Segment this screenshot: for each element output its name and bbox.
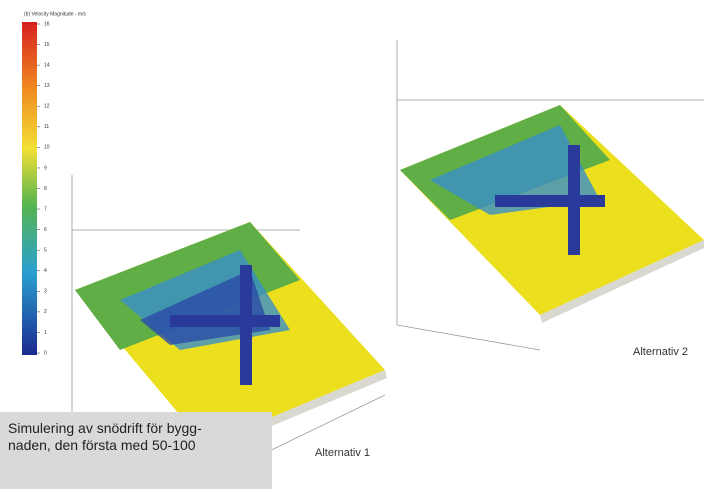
colorbar-tick-label: 13 bbox=[44, 83, 50, 89]
colorbar-tick-label: 5 bbox=[44, 248, 47, 254]
simulation-right bbox=[400, 105, 704, 323]
colorbar-tick-label: 16 bbox=[44, 21, 50, 27]
colorbar-tick-label: 9 bbox=[44, 165, 47, 171]
colorbar-tick-label: 4 bbox=[44, 268, 47, 274]
caption: Simulering av snödrift för bygg- naden, … bbox=[0, 412, 272, 489]
colorbar-tick-label: 11 bbox=[44, 124, 49, 130]
colorbar-title: (b) Velocity Magnitude - m/s bbox=[24, 11, 86, 17]
colorbar-tick-label: 7 bbox=[44, 206, 47, 212]
colorbar bbox=[22, 22, 37, 355]
caption-line: Simulering av snödrift för bygg- bbox=[8, 420, 266, 437]
colorbar-tick-label: 1 bbox=[44, 330, 47, 336]
page: (b) Velocity Magnitude - m/s Alternativ … bbox=[0, 0, 704, 489]
figure-label: Alternativ 2 bbox=[633, 346, 688, 358]
colorbar-tick-label: 10 bbox=[44, 145, 50, 151]
colorbar-tick-label: 2 bbox=[44, 309, 47, 315]
colorbar-tick-label: 14 bbox=[44, 62, 50, 68]
caption-line: naden, den första med 50-100 bbox=[8, 437, 266, 454]
colorbar-tick-label: 3 bbox=[44, 289, 47, 295]
colorbar-tick-label: 15 bbox=[44, 42, 50, 48]
colorbar-tick-label: 0 bbox=[44, 350, 47, 356]
colorbar-tick-label: 6 bbox=[44, 227, 47, 233]
colorbar-tick-label: 8 bbox=[44, 186, 47, 192]
colorbar-tick-label: 12 bbox=[44, 104, 50, 110]
figure-label: Alternativ 1 bbox=[315, 447, 370, 459]
